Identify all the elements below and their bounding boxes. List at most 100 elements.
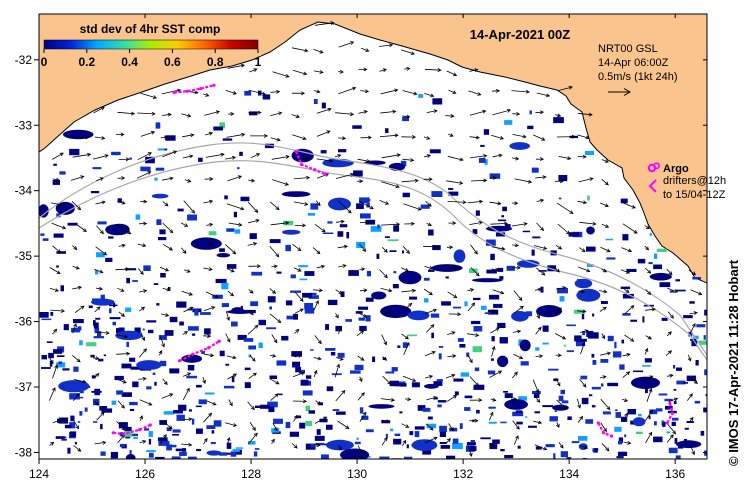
current-arrow (314, 416, 328, 424)
current-arrow (401, 135, 417, 139)
current-arrow (96, 330, 110, 335)
sst-patch (125, 307, 132, 312)
current-arrow (118, 157, 130, 162)
sst-patch (403, 456, 413, 459)
current-arrow (667, 311, 674, 319)
sst-patch (448, 188, 454, 190)
sst-patch (348, 270, 359, 276)
current-arrow (425, 201, 432, 207)
sst-patch (305, 405, 310, 412)
sst-patch (486, 269, 497, 274)
sst-patch (315, 442, 325, 446)
current-arrow (467, 333, 480, 337)
sst-patch (69, 422, 76, 429)
sst-patch (379, 456, 390, 459)
current-arrow (554, 267, 560, 273)
current-arrow (159, 335, 165, 348)
sst-patch (475, 210, 480, 216)
colorbar-box (41, 18, 261, 56)
current-arrow (183, 306, 194, 313)
x-axis: 124 126 128 130 132 134 136 (29, 14, 686, 481)
sst-patch (484, 312, 491, 314)
sst-patch (219, 350, 225, 357)
sst-patch (211, 430, 215, 434)
sst-patch (346, 232, 350, 239)
sst-patch (172, 429, 181, 433)
current-arrow (94, 268, 104, 274)
sst-patch (400, 160, 407, 167)
sst-patch (568, 232, 580, 237)
sst-patch (298, 369, 305, 374)
sst-patch (129, 408, 135, 411)
current-arrow (491, 345, 496, 357)
sst-patch (355, 311, 363, 314)
current-arrow (335, 219, 345, 224)
sst-patch (243, 338, 254, 342)
current-arrow (448, 221, 457, 226)
current-arrow (446, 245, 454, 250)
current-arrow (291, 91, 306, 96)
current-arrow (601, 159, 610, 163)
sst-patch (452, 438, 459, 444)
sst-patch (686, 421, 694, 423)
sst-patch (53, 233, 64, 238)
current-arrow (248, 110, 262, 115)
current-arrow (137, 243, 147, 248)
current-arrow (511, 156, 520, 161)
sst-patch (158, 237, 167, 241)
sst-patch (310, 203, 319, 210)
sst-patch (558, 197, 562, 200)
sst-patch (389, 250, 397, 252)
current-arrow (580, 329, 589, 333)
sst-cluster (511, 311, 529, 322)
argo-label: Argo (663, 163, 689, 175)
sst-patch (365, 315, 371, 322)
sst-patch (215, 278, 227, 284)
current-arrow (313, 300, 319, 311)
current-arrow (94, 401, 99, 406)
y-axis: -32 -33 -34 -35 -36 -37 -38 (15, 53, 707, 459)
sst-patch (654, 421, 657, 426)
sst-patch (361, 415, 369, 420)
sst-patch (132, 381, 139, 388)
sst-patch (548, 368, 559, 371)
current-arrow (50, 308, 66, 313)
current-arrow (248, 178, 256, 183)
current-arrow (601, 443, 610, 452)
sst-cluster (105, 224, 128, 236)
y-tick-label: -34 (15, 184, 33, 198)
sst-patch (594, 448, 599, 451)
current-arrow (249, 310, 254, 316)
sst-patch (221, 282, 229, 290)
sst-patch (566, 457, 572, 459)
current-arrow (203, 334, 212, 338)
sst-cluster (509, 142, 530, 150)
sst-cluster (398, 270, 422, 285)
current-arrow (423, 244, 438, 249)
sst-patch (464, 395, 473, 399)
current-arrow (646, 388, 653, 403)
sst-patch (614, 341, 617, 349)
sst-patch (126, 277, 130, 284)
sst-patch (675, 289, 686, 292)
current-arrow (469, 418, 479, 423)
drifter-position (323, 172, 327, 176)
sst-patch (618, 437, 624, 444)
sst-patch (518, 396, 528, 401)
sst-patch (566, 350, 574, 353)
current-arrow (424, 154, 432, 158)
current-arrow (688, 416, 694, 423)
current-arrow (137, 268, 144, 275)
sst-patch (485, 239, 496, 246)
current-arrow (404, 397, 412, 402)
current-arrow (644, 409, 653, 422)
sst-patch (304, 303, 314, 310)
sst-patch (159, 360, 167, 367)
current-arrow (138, 348, 147, 358)
sst-patch (394, 433, 401, 436)
current-arrow (688, 269, 697, 276)
current-arrow (140, 332, 146, 342)
sst-patch (615, 412, 621, 418)
sst-patch (359, 407, 364, 414)
sst-patch (402, 192, 410, 198)
